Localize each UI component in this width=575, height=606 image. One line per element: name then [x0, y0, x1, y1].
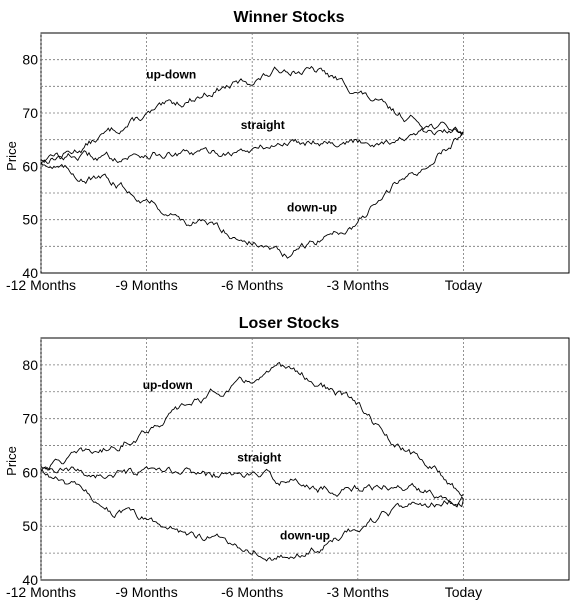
y-tick-labels: 40 50 60 70 80	[22, 357, 38, 588]
series-annotation-up-down: up-down	[146, 67, 196, 81]
series-line-down-up	[40, 470, 464, 562]
series-annotation-up-down: up-down	[143, 378, 193, 392]
x-tick-label: -9 Months	[115, 277, 177, 293]
y-tick-label: 80	[22, 357, 38, 373]
series-annotation-down-up: down-up	[280, 529, 330, 543]
x-tick-label: -3 Months	[327, 277, 389, 293]
x-tick-label: Today	[445, 277, 482, 293]
x-tick-label: -12 Months	[6, 584, 76, 600]
series-line-up-down	[40, 65, 464, 164]
y-axis-label: Price	[4, 141, 19, 171]
y-axis-label: Price	[4, 446, 19, 476]
series-line-straight	[40, 128, 464, 164]
chart-title: Loser Stocks	[239, 315, 340, 332]
x-tick-label: -6 Months	[221, 277, 283, 293]
series-line-up-down	[40, 361, 464, 497]
y-tick-label: 40	[22, 572, 38, 588]
x-tick-label: -3 Months	[327, 584, 389, 600]
x-tick-labels: -12 Months -9 Months -6 Months -3 Months Tod…	[6, 277, 482, 293]
series-lines	[40, 65, 464, 259]
y-tick-label: 50	[22, 212, 38, 228]
series-lines	[40, 361, 464, 562]
x-tick-label: -9 Months	[115, 584, 177, 600]
y-tick-label: 70	[22, 105, 38, 121]
plot-area	[40, 337, 570, 581]
x-tick-label: -6 Months	[221, 584, 283, 600]
series-annotation-down-up: down-up	[287, 201, 337, 215]
x-tick-labels: -12 Months -9 Months -6 Months -3 Months Tod…	[6, 584, 482, 600]
y-tick-label: 50	[22, 518, 38, 534]
chart-title: Winner Stocks	[234, 9, 345, 26]
y-tick-label: 60	[22, 158, 38, 174]
y-tick-label: 70	[22, 411, 38, 427]
y-tick-label: 40	[22, 265, 38, 281]
y-tick-label: 60	[22, 464, 38, 480]
series-annotations: up-down straight down-up	[146, 67, 337, 214]
series-annotation-straight: straight	[241, 118, 285, 132]
series-annotations: up-down straight down-up	[143, 378, 330, 543]
grid-lines	[40, 33, 569, 273]
y-tick-label: 80	[22, 52, 38, 68]
series-line-down-up	[40, 131, 464, 259]
y-tick-labels: 40 50 60 70 80	[22, 52, 38, 281]
series-line-straight	[40, 466, 464, 508]
grid-lines	[40, 338, 569, 580]
series-annotation-straight: straight	[237, 451, 281, 465]
winner-stocks-chart: Winner Stocks Price 40 50 60 70 80 -12 Month…	[4, 9, 570, 293]
x-tick-label: -12 Months	[6, 277, 76, 293]
x-tick-label: Today	[445, 584, 482, 600]
loser-stocks-chart: Loser Stocks Price 40 50 60 70 80 -12 Months…	[4, 315, 570, 600]
